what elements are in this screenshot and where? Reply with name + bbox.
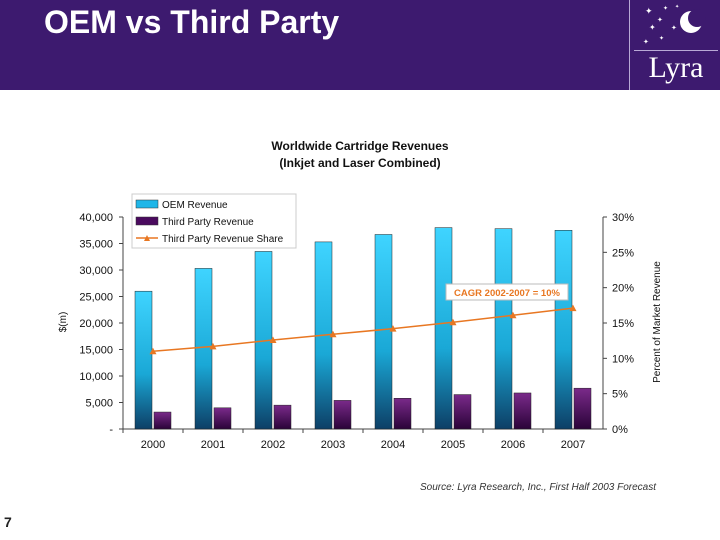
svg-text:✦: ✦ <box>663 5 668 12</box>
logo-stars-icon: ✦ ✦ ✦ ✦ ✦ ✦ ✦ ✦ <box>643 4 706 46</box>
y2-tick-label: 0% <box>612 424 628 436</box>
svg-text:✦: ✦ <box>675 4 679 10</box>
y2-axis-ticks: 0% 5% 10% 15% 20% 25% 30% <box>603 212 634 436</box>
share-point-2002 <box>269 336 277 343</box>
bar-third-party-2003 <box>333 400 352 430</box>
logo-line <box>634 50 718 51</box>
share-point-2004 <box>389 325 397 332</box>
svg-text:✦: ✦ <box>649 23 656 32</box>
y2-axis-label: Percent of Market Revenue <box>652 261 663 383</box>
x-tick-label: 2002 <box>261 439 285 451</box>
y-tick-label: 30,000 <box>79 265 113 277</box>
legend-label-third-party: Third Party Revenue <box>162 217 254 228</box>
source-note: Source: Lyra Research, Inc., First Half … <box>420 482 657 493</box>
x-tick-label: 2006 <box>501 439 525 451</box>
bar-third-party-2002 <box>273 404 292 430</box>
share-point-2006 <box>509 311 517 319</box>
y2-tick-label: 25% <box>612 247 634 259</box>
bar-oem-2000 <box>134 290 153 430</box>
chart-subtitle: (Inkjet and Laser Combined) <box>279 156 440 170</box>
share-point-2001 <box>209 342 217 350</box>
y-tick-label: 5,000 <box>85 398 113 410</box>
svg-text:✦: ✦ <box>657 16 663 24</box>
share-point-2005 <box>449 318 457 326</box>
x-tick-label: 2003 <box>321 439 345 451</box>
x-tick-label: 2001 <box>201 439 225 451</box>
svg-text:✦: ✦ <box>659 35 664 42</box>
bar-third-party-2001 <box>213 407 232 430</box>
legend-swatch-oem <box>135 199 159 209</box>
legend-label-share: Third Party Revenue Share <box>162 234 284 245</box>
y-tick-label: 35,000 <box>79 239 113 251</box>
y2-tick-label: 10% <box>612 353 634 365</box>
y-tick-label: 15,000 <box>79 345 113 357</box>
y-tick-label: 25,000 <box>79 292 113 304</box>
bar-oem-2005 <box>434 227 453 430</box>
y-tick-label: 10,000 <box>79 371 113 383</box>
y-tick-label: 20,000 <box>79 318 113 330</box>
bar-oem-2007 <box>554 230 573 430</box>
x-tick-label: 2007 <box>561 439 585 451</box>
y2-tick-label: 20% <box>612 283 634 295</box>
bar-third-party-2007 <box>573 387 592 430</box>
share-point-2003 <box>329 330 337 338</box>
y2-tick-label: 15% <box>612 318 634 330</box>
x-tick-label: 2004 <box>381 439 405 451</box>
y-axis-label: $(m) <box>58 312 69 333</box>
y-tick-label: 40,000 <box>79 212 113 224</box>
share-point-2007 <box>569 304 577 312</box>
bar-oem-2001 <box>194 268 213 430</box>
bar-oem-2006 <box>494 228 513 430</box>
bar-third-party-2005 <box>453 394 472 430</box>
svg-text:✦: ✦ <box>645 6 653 16</box>
header-bar: OEM vs Third Party <box>0 0 720 90</box>
share-point-2000 <box>149 347 157 355</box>
lyra-logo: ✦ ✦ ✦ ✦ ✦ ✦ ✦ ✦ <box>631 0 720 90</box>
svg-text:✦: ✦ <box>671 24 677 32</box>
logo-text: Lyra <box>648 51 704 84</box>
svg-text:✦: ✦ <box>643 38 649 46</box>
line-third-party-share <box>152 307 574 353</box>
slide-title: OEM vs Third Party <box>44 4 340 40</box>
legend: OEM Revenue Third Party Revenue Third Pa… <box>131 193 297 249</box>
x-axis-ticks: 2000 2001 2002 2003 2004 2005 2006 2007 <box>141 439 585 451</box>
logo-divider <box>629 0 630 90</box>
y2-tick-label: 30% <box>612 212 634 224</box>
bar-oem-2004 <box>374 234 393 430</box>
plot-area <box>122 217 604 433</box>
y-axis-ticks: - 5,000 10,000 15,000 20,000 25,000 30,000 35,0… <box>79 212 123 436</box>
bar-third-party-2000 <box>153 411 172 430</box>
cagr-annotation: CAGR 2002-2007 = 10% <box>454 288 560 299</box>
x-tick-label: 2000 <box>141 439 165 451</box>
bar-third-party-2004 <box>393 398 412 430</box>
x-tick-label: 2005 <box>441 439 465 451</box>
page-number: 7 <box>4 514 12 530</box>
legend-label-oem: OEM Revenue <box>162 200 228 211</box>
legend-swatch-third-party <box>135 216 159 226</box>
y2-tick-label: 5% <box>612 389 628 401</box>
bar-third-party-2006 <box>513 392 532 430</box>
y-tick-label: - <box>109 424 113 436</box>
annotation-box: CAGR 2002-2007 = 10% <box>445 283 569 301</box>
chart-title: Worldwide Cartridge Revenues <box>271 139 448 153</box>
